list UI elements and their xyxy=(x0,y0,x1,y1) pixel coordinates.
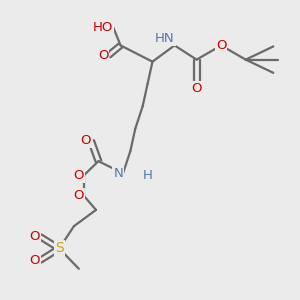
Text: N: N xyxy=(113,167,123,180)
Text: S: S xyxy=(55,242,64,256)
Text: O: O xyxy=(29,230,40,243)
Text: O: O xyxy=(98,49,108,62)
Text: O: O xyxy=(29,254,40,267)
Text: O: O xyxy=(216,39,226,52)
Text: H: H xyxy=(142,169,152,182)
Text: O: O xyxy=(191,82,202,95)
Text: O: O xyxy=(73,189,84,202)
Text: O: O xyxy=(81,134,91,147)
Text: O: O xyxy=(73,169,84,182)
Text: HN: HN xyxy=(155,32,175,45)
Text: HO: HO xyxy=(93,21,113,34)
